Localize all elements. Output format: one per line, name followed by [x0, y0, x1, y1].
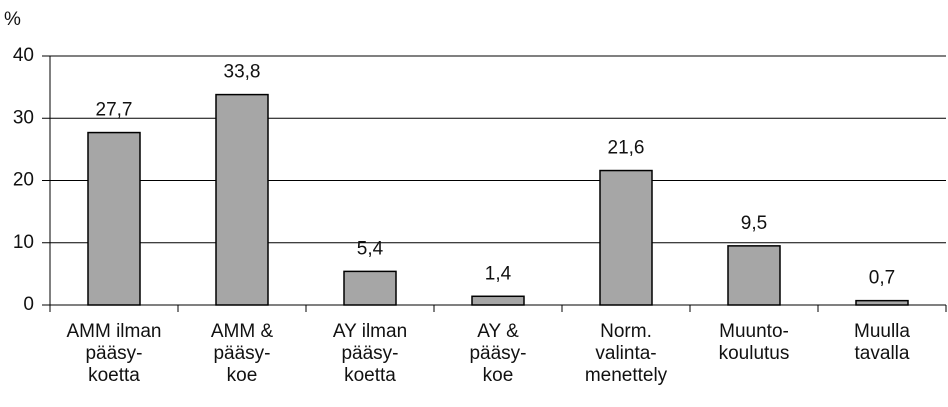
x-tick-label: pääsy-: [213, 343, 270, 364]
x-tick-label: koe: [227, 365, 258, 386]
y-tick-label: 20: [13, 170, 34, 191]
x-tick-label: AY ilman: [333, 321, 407, 342]
x-tick-label: pääsy-: [85, 343, 142, 364]
value-label: 21,6: [608, 138, 645, 159]
x-tick-label: koulutus: [719, 343, 790, 364]
y-axis-label: %: [4, 9, 21, 30]
bar: [855, 299, 909, 306]
value-label: 5,4: [357, 238, 384, 259]
bar: [599, 169, 653, 306]
x-tick-label: koetta: [344, 365, 396, 386]
x-tick-label: koetta: [88, 365, 140, 386]
y-tick-label: 40: [13, 45, 34, 66]
y-tick-label: 0: [23, 294, 34, 315]
x-tick-label: AMM ilman: [66, 321, 161, 342]
x-tick-label: valinta-: [595, 343, 656, 364]
x-tick-label: Norm.: [600, 321, 652, 342]
y-tick-label: 30: [13, 107, 34, 128]
y-tick-label: 10: [13, 232, 34, 253]
value-label: 33,8: [224, 62, 261, 83]
x-tick-label: koe: [483, 365, 514, 386]
x-tick-label: Muunto-: [719, 321, 789, 342]
value-label: 1,4: [485, 263, 512, 284]
bar: [215, 93, 269, 306]
bar: [87, 131, 141, 306]
x-tick-label: Muulla: [854, 321, 910, 342]
value-label: 9,5: [741, 213, 767, 234]
bar: [343, 270, 397, 306]
x-tick-label: menettely: [585, 365, 668, 386]
x-tick-label: AMM &: [211, 321, 274, 342]
x-tick-label: AY &: [477, 321, 519, 342]
bar: [471, 295, 525, 306]
x-tick-label: pääsy-: [469, 343, 526, 364]
x-tick-label: pääsy-: [341, 343, 398, 364]
bar: [727, 245, 781, 306]
value-label: 0,7: [869, 268, 895, 289]
value-label: 27,7: [96, 100, 133, 121]
x-tick-label: tavalla: [855, 343, 910, 364]
